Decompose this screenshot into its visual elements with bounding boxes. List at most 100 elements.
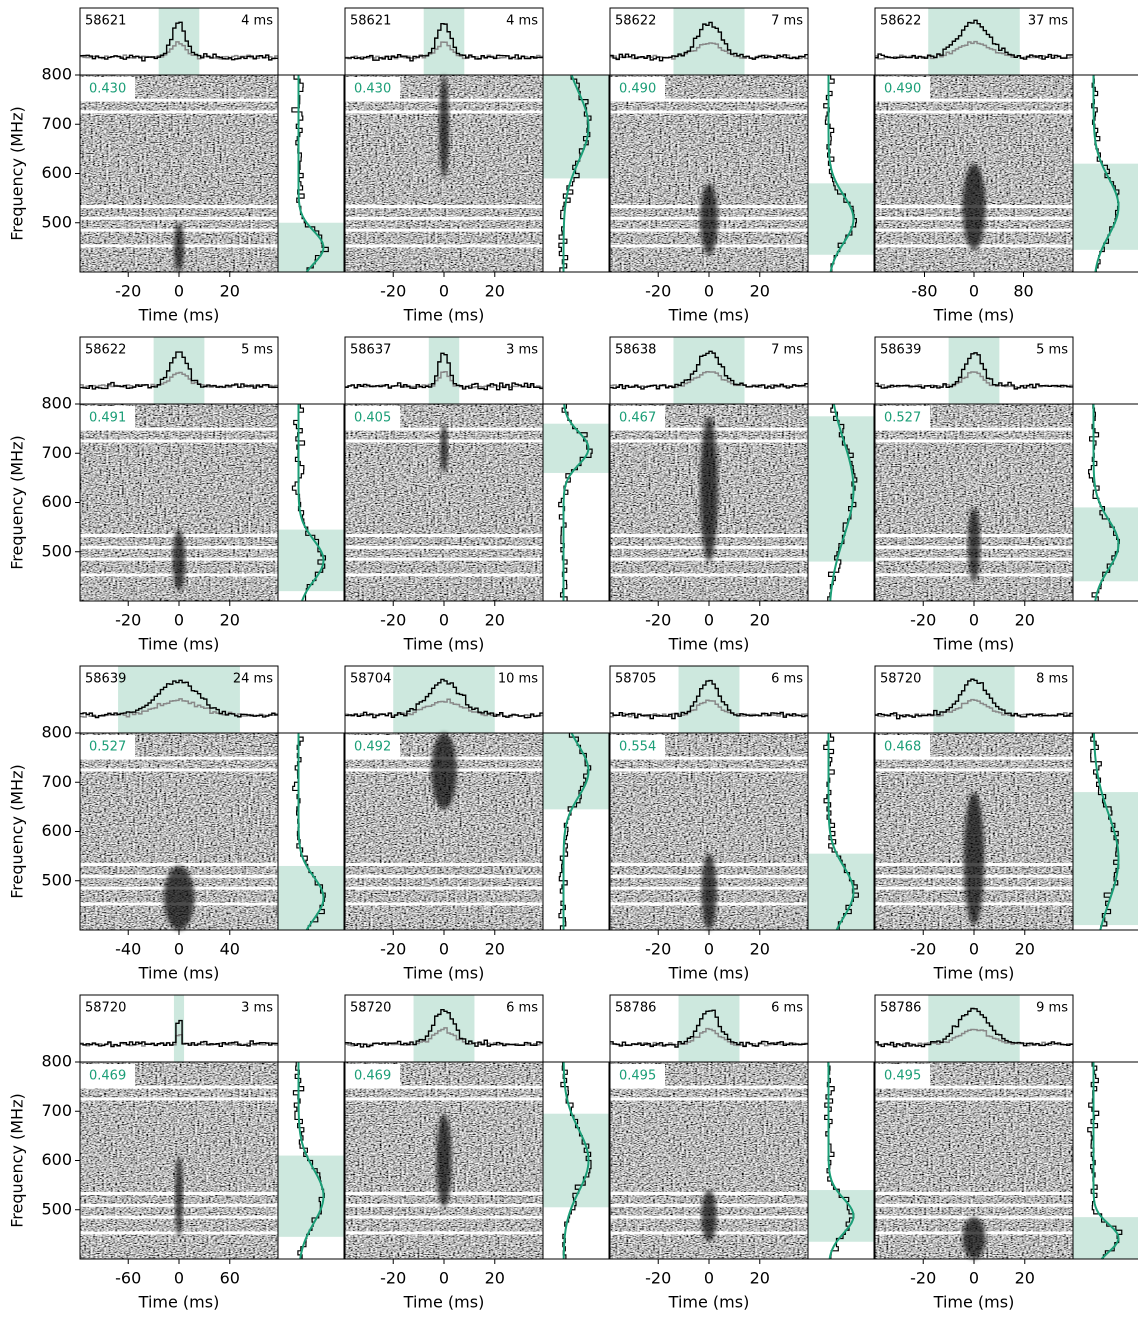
x-tick-label: -20 bbox=[910, 1269, 936, 1288]
burst bbox=[438, 75, 450, 179]
profile bbox=[875, 19, 1073, 60]
mjd-label: 58704 bbox=[350, 672, 391, 687]
spectrum-frame bbox=[1072, 74, 1138, 273]
flagged-channel bbox=[345, 1231, 543, 1235]
profile bbox=[345, 678, 543, 719]
burst bbox=[701, 1190, 717, 1242]
flagged-channel bbox=[80, 439, 278, 443]
flagged-channel bbox=[80, 205, 278, 209]
burst bbox=[967, 507, 981, 582]
spectral-band bbox=[278, 529, 344, 592]
y-tick-label: 800 bbox=[41, 1052, 72, 1071]
flagged-channel bbox=[875, 110, 1073, 114]
spectral-band bbox=[543, 733, 609, 810]
profile bbox=[80, 679, 278, 719]
x-axis-label: Time (ms) bbox=[933, 964, 1015, 983]
panel: 58622 37 ms 0.490 -80 0 80 Time (ms) bbox=[874, 7, 1138, 325]
spectrum bbox=[291, 404, 327, 601]
flagged-channel bbox=[80, 98, 278, 102]
width-label: 6 ms bbox=[771, 672, 803, 687]
profile bbox=[80, 351, 278, 390]
flagged-channel bbox=[875, 1085, 1073, 1089]
spectrum-fit bbox=[297, 75, 325, 273]
x-axis-label: Time (ms) bbox=[668, 635, 750, 654]
y-tick-label: 700 bbox=[41, 443, 72, 462]
y-tick-label: 600 bbox=[41, 492, 72, 511]
flagged-channel bbox=[80, 110, 278, 114]
width-label: 4 ms bbox=[241, 14, 273, 29]
flagged-channel bbox=[875, 1192, 1073, 1196]
flagged-channel bbox=[610, 1097, 808, 1101]
mjd-label: 58621 bbox=[350, 14, 391, 29]
flagged-channel bbox=[345, 216, 543, 220]
flagged-channel bbox=[610, 110, 808, 114]
time-window bbox=[928, 995, 1020, 1062]
mjd-label: 58639 bbox=[880, 343, 921, 358]
spectrum-fit bbox=[297, 404, 325, 602]
flagged-channel bbox=[875, 756, 1073, 760]
x-tick-label: -40 bbox=[115, 940, 141, 959]
flagged-channel bbox=[610, 1085, 808, 1089]
mjd-label: 58720 bbox=[880, 672, 921, 687]
x-tick-label: 0 bbox=[439, 940, 449, 959]
flagged-channel bbox=[875, 98, 1073, 102]
profile bbox=[610, 350, 808, 390]
width-label: 6 ms bbox=[771, 1001, 803, 1016]
burst bbox=[440, 423, 448, 473]
width-label: 6 ms bbox=[506, 1001, 538, 1016]
width-label: 9 ms bbox=[1036, 1001, 1068, 1016]
flagged-top bbox=[345, 77, 400, 101]
x-tick-label: 20 bbox=[485, 282, 505, 301]
y-tick-label: 500 bbox=[41, 1199, 72, 1218]
flagged-channel bbox=[610, 768, 808, 772]
spectrum-fit bbox=[562, 74, 590, 273]
flagged-channel bbox=[80, 1097, 278, 1101]
spectrum-frame bbox=[277, 1061, 345, 1260]
flagged-channel bbox=[345, 228, 543, 232]
y-axis-label: Frequency (MHz) bbox=[8, 1093, 27, 1227]
annotation: 0.467 bbox=[619, 411, 656, 426]
time-window bbox=[948, 337, 1000, 404]
x-tick-label: 20 bbox=[1015, 611, 1035, 630]
time-window bbox=[393, 666, 495, 733]
mjd-label: 58638 bbox=[615, 343, 656, 358]
y-axis-label: Frequency (MHz) bbox=[8, 106, 27, 240]
mjd-label: 58705 bbox=[615, 672, 656, 687]
flagged-channel bbox=[80, 427, 278, 431]
x-tick-label: 0 bbox=[704, 940, 714, 959]
spectrum-frame bbox=[277, 732, 345, 931]
width-label: 10 ms bbox=[498, 672, 538, 687]
burst bbox=[963, 792, 985, 926]
mjd-label: 58621 bbox=[85, 14, 126, 29]
profile bbox=[610, 21, 808, 62]
mjd-label: 58639 bbox=[85, 672, 126, 687]
width-label: 3 ms bbox=[241, 1001, 273, 1016]
annotation: 0.468 bbox=[884, 740, 921, 755]
spectrum-frame bbox=[807, 1061, 875, 1260]
profile bbox=[345, 352, 543, 391]
x-tick-label: 20 bbox=[220, 282, 240, 301]
y-tick-label: 600 bbox=[41, 163, 72, 182]
x-axis-label: Time (ms) bbox=[403, 964, 485, 983]
width-label: 24 ms bbox=[233, 672, 273, 687]
spectrum bbox=[558, 75, 592, 272]
spectrum-fit bbox=[827, 733, 855, 931]
x-axis-label: Time (ms) bbox=[668, 1293, 750, 1312]
mjd-label: 58622 bbox=[880, 14, 921, 29]
spectral-band bbox=[278, 1155, 344, 1237]
flagged-channel bbox=[345, 557, 543, 561]
spectral-band bbox=[1073, 507, 1138, 582]
time-window bbox=[428, 337, 460, 404]
x-tick-label: 20 bbox=[750, 1269, 770, 1288]
y-tick-label: 800 bbox=[41, 723, 72, 742]
width-label: 4 ms bbox=[506, 14, 538, 29]
x-tick-label: -20 bbox=[380, 940, 406, 959]
flagged-channel bbox=[345, 573, 543, 577]
annotation: 0.491 bbox=[89, 411, 126, 426]
flagged-top bbox=[610, 1064, 665, 1088]
burst bbox=[175, 1155, 183, 1237]
x-tick-label: 0 bbox=[704, 282, 714, 301]
profile bbox=[875, 678, 1073, 720]
